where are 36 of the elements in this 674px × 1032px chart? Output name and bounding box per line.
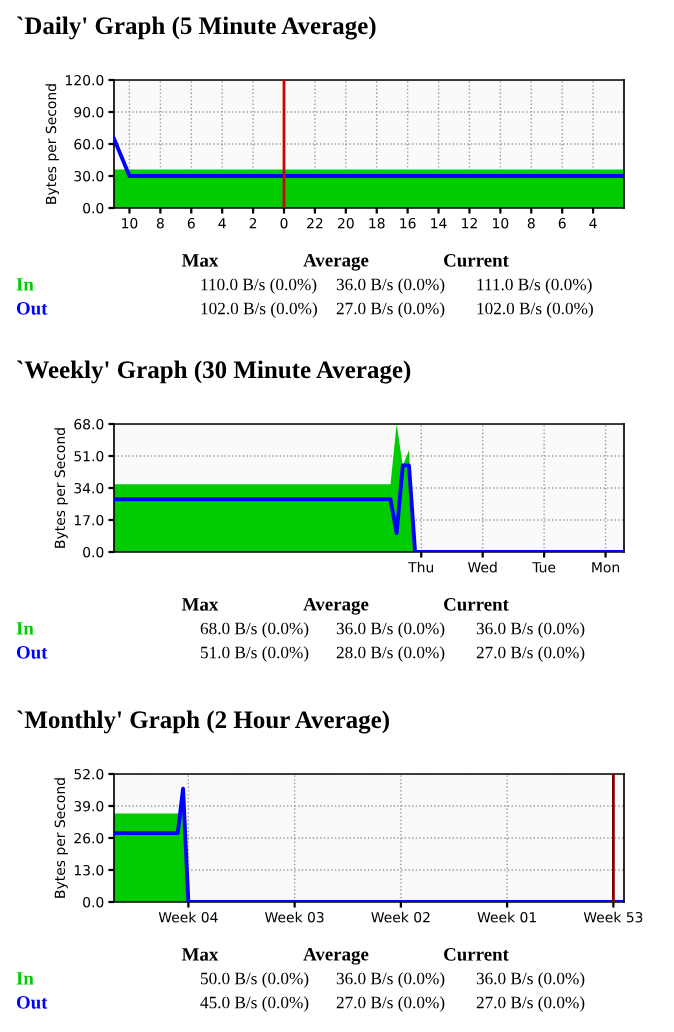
text: Average bbox=[303, 597, 369, 615]
text: Max bbox=[181, 948, 219, 961]
text: Out bbox=[16, 646, 48, 659]
text: 111.0 B/s (0.0%) bbox=[477, 278, 592, 294]
text: 36.0 B/s (0.0%) bbox=[336, 622, 445, 638]
text: 27.0 B/s (0.0%) bbox=[336, 302, 445, 318]
text: 51.0 B/s (0.0%) bbox=[201, 646, 309, 662]
text: 45.0 B/s (0.0%) bbox=[200, 996, 309, 1012]
text: 36.0 B/s (0.0%) bbox=[336, 278, 445, 294]
chart-title: `Daily' Graph (5 Minute Average) bbox=[17, 16, 376, 40]
text: Max bbox=[181, 598, 219, 611]
text: Out bbox=[16, 302, 48, 315]
text: Average bbox=[303, 253, 369, 271]
text: Average bbox=[303, 947, 369, 965]
text: 50.0 B/s (0.0%) bbox=[201, 972, 309, 988]
text: 36.0 B/s (0.0%) bbox=[476, 622, 585, 638]
text: In bbox=[16, 278, 34, 291]
text: 102.0 B/s (0.0%) bbox=[477, 302, 593, 318]
text: 28.0 B/s (0.0%) bbox=[336, 646, 445, 662]
chart-title: `Weekly' Graph (30 Minute Average) bbox=[17, 360, 411, 384]
text: Max bbox=[181, 254, 219, 267]
text: 27.0 B/s (0.0%) bbox=[476, 996, 585, 1012]
text: 27.0 B/s (0.0%) bbox=[476, 646, 585, 662]
text: 27.0 B/s (0.0%) bbox=[336, 996, 445, 1012]
text: Current bbox=[444, 254, 509, 267]
text: 68.0 B/s (0.0%) bbox=[200, 622, 309, 638]
text: 102.0 B/s (0.0%) bbox=[201, 302, 317, 318]
chart-title: `Monthly' Graph (2 Hour Average) bbox=[17, 710, 389, 734]
text: 36.0 B/s (0.0%) bbox=[476, 972, 585, 988]
text: 36.0 B/s (0.0%) bbox=[336, 972, 445, 988]
text: In bbox=[16, 972, 34, 985]
text: Current bbox=[444, 598, 509, 611]
text: Out bbox=[16, 996, 48, 1009]
text: 110.0 B/s (0.0%) bbox=[201, 278, 317, 294]
text: Current bbox=[444, 948, 509, 961]
text: In bbox=[16, 622, 34, 635]
